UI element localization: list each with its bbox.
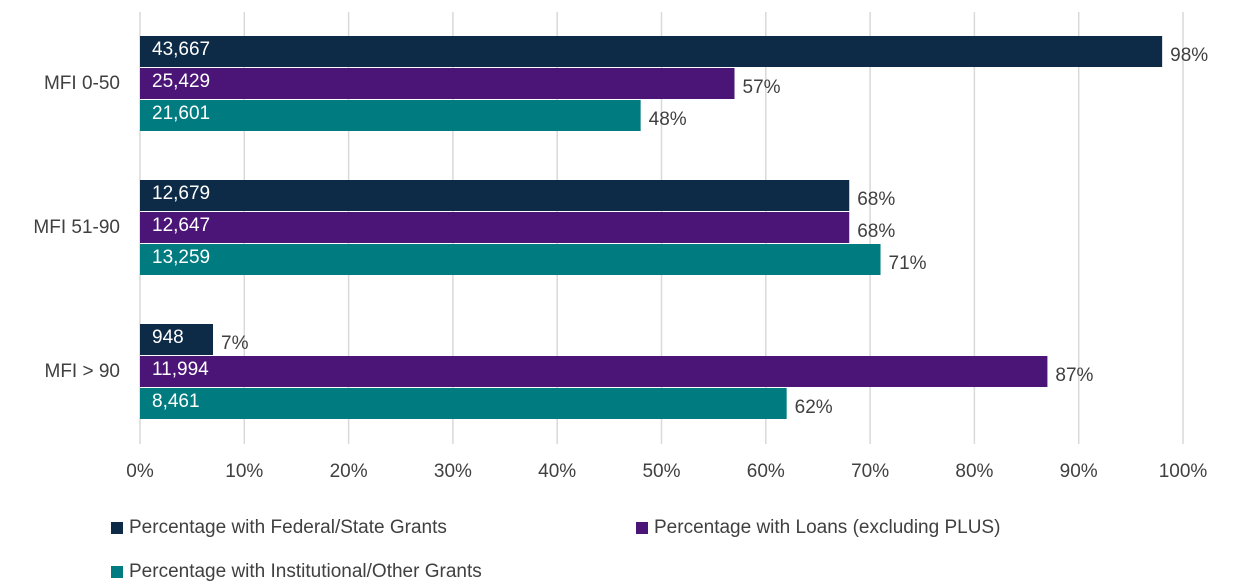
x-tick-label: 30% — [434, 461, 472, 482]
legend-label: Percentage with Federal/State Grants — [129, 517, 447, 538]
value-label: 7% — [221, 333, 249, 354]
value-label: 62% — [795, 397, 833, 418]
bar — [140, 356, 1048, 387]
legend-label: Percentage with Institutional/Other Gran… — [129, 561, 482, 582]
bar — [140, 36, 1163, 67]
value-label: 68% — [857, 221, 895, 242]
count-label: 13,259 — [152, 247, 210, 268]
count-label: 11,994 — [152, 359, 209, 380]
x-tick-label: 20% — [330, 461, 368, 482]
bar — [140, 244, 881, 275]
x-tick-label: 40% — [538, 461, 576, 482]
legend-label: Percentage with Loans (excluding PLUS) — [654, 517, 1000, 538]
legend-swatch — [111, 566, 123, 578]
value-label: 87% — [1055, 365, 1093, 386]
bar — [140, 388, 787, 419]
category-label: MFI 0-50 — [44, 73, 120, 94]
bar — [140, 212, 850, 243]
legend-swatch — [111, 522, 123, 534]
value-label: 57% — [743, 77, 781, 98]
x-tick-label: 70% — [851, 461, 889, 482]
value-label: 98% — [1170, 45, 1208, 66]
value-label: 48% — [649, 109, 687, 130]
bar — [140, 100, 641, 131]
count-label: 25,429 — [152, 71, 210, 92]
bar — [140, 324, 214, 355]
bar — [140, 180, 850, 211]
x-tick-label: 80% — [955, 461, 993, 482]
x-tick-label: 50% — [642, 461, 680, 482]
category-label: MFI 51-90 — [33, 217, 120, 238]
count-label: 21,601 — [152, 103, 210, 124]
bar — [140, 68, 735, 99]
x-tick-label: 100% — [1159, 461, 1208, 482]
count-label: 12,647 — [152, 215, 210, 236]
count-label: 8,461 — [152, 391, 200, 412]
count-label: 12,679 — [152, 183, 210, 204]
x-tick-label: 10% — [225, 461, 263, 482]
count-label: 43,667 — [152, 39, 210, 60]
value-label: 71% — [889, 253, 927, 274]
category-label: MFI > 90 — [45, 361, 121, 382]
value-label: 68% — [857, 189, 895, 210]
x-tick-label: 90% — [1060, 461, 1098, 482]
x-tick-label: 60% — [747, 461, 785, 482]
x-tick-label: 0% — [126, 461, 154, 482]
legend-swatch — [636, 522, 648, 534]
count-label: 948 — [152, 327, 184, 348]
